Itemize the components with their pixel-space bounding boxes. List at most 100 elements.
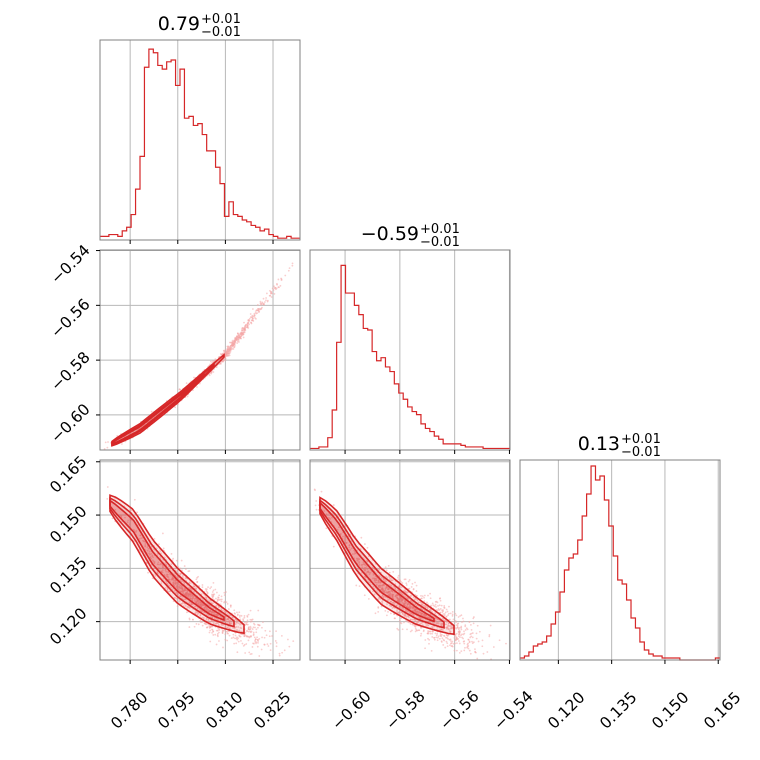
sample-point <box>187 605 190 608</box>
sample-point <box>446 635 449 637</box>
sample-point <box>375 579 378 582</box>
sample-point <box>237 640 240 643</box>
sample-point <box>393 602 396 604</box>
sample-point <box>390 605 393 608</box>
sample-point <box>433 638 436 641</box>
sample-point <box>206 592 209 595</box>
sample-point <box>441 628 444 631</box>
sample-point <box>381 584 384 587</box>
sample-point <box>167 590 170 593</box>
sample-point <box>254 316 256 319</box>
sample-point <box>385 586 388 589</box>
sample-point <box>178 586 181 589</box>
histogram-step-line <box>520 465 720 661</box>
sample-point <box>164 567 167 570</box>
sample-point <box>247 626 250 629</box>
sample-point <box>239 626 242 629</box>
sample-point <box>149 556 152 558</box>
sample-point <box>280 277 283 280</box>
sample-point <box>416 610 419 613</box>
sample-point <box>237 337 240 339</box>
sample-point <box>435 600 438 603</box>
sample-point <box>236 342 239 345</box>
sample-point <box>365 566 367 569</box>
sample-point <box>255 628 258 631</box>
sample-point <box>226 632 229 635</box>
sample-point <box>237 637 240 640</box>
sample-point <box>193 590 196 593</box>
sample-point <box>211 616 214 619</box>
sample-point <box>374 612 377 615</box>
sample-point <box>331 516 333 519</box>
sample-point <box>450 642 452 645</box>
sample-point <box>348 544 351 547</box>
sample-point <box>452 642 455 645</box>
sample-point <box>408 605 411 607</box>
sample-point <box>235 335 238 338</box>
sample-point <box>186 611 188 614</box>
sample-point <box>201 604 204 607</box>
sample-point <box>160 552 162 555</box>
sample-point <box>216 632 219 635</box>
sample-point <box>409 630 412 633</box>
sample-point <box>184 592 187 595</box>
sample-point <box>366 546 369 549</box>
sample-point <box>450 626 453 629</box>
sample-point <box>482 652 485 655</box>
sample-point <box>406 591 409 594</box>
sample-point <box>261 306 263 309</box>
sample-point <box>466 643 469 646</box>
sample-point <box>236 611 238 614</box>
sample-point <box>150 552 153 555</box>
sample-point <box>414 626 417 628</box>
sample-point <box>425 614 427 617</box>
sample-point <box>463 642 466 645</box>
sample-point <box>471 640 473 643</box>
sample-point <box>444 636 447 639</box>
sample-point <box>253 642 255 645</box>
sample-point <box>228 634 231 637</box>
sample-point <box>434 632 437 635</box>
sample-point <box>160 581 163 583</box>
sample-point <box>464 629 467 631</box>
sample-point <box>267 645 270 647</box>
sample-point <box>357 568 359 571</box>
sample-point <box>380 576 383 579</box>
sample-point <box>462 637 465 640</box>
sample-point <box>454 612 457 615</box>
sample-point <box>366 561 369 563</box>
sample-point <box>191 599 194 602</box>
sample-point <box>441 637 444 640</box>
sample-point <box>130 518 132 521</box>
sample-point <box>180 603 183 606</box>
sample-point <box>212 634 215 636</box>
sample-point <box>356 559 359 562</box>
sample-point <box>170 563 173 566</box>
sample-point <box>457 616 460 618</box>
sample-point <box>248 651 251 654</box>
sample-point <box>247 613 250 616</box>
sample-point <box>249 316 252 319</box>
sample-point <box>441 611 444 614</box>
sample-point <box>226 347 229 350</box>
sample-point <box>431 630 434 632</box>
sample-point <box>472 622 475 625</box>
sample-point <box>159 550 161 552</box>
sample-point <box>239 623 242 626</box>
panel-title-1: 0.79 <box>158 13 200 35</box>
sample-point <box>397 574 400 577</box>
sample-point <box>396 627 399 630</box>
sample-point <box>162 566 164 569</box>
sample-point <box>424 605 426 607</box>
sample-point <box>104 441 107 444</box>
sample-point <box>451 626 454 629</box>
sample-point <box>237 339 240 341</box>
sample-point <box>139 534 142 537</box>
sample-point <box>391 607 394 609</box>
contour-level <box>319 498 445 629</box>
sample-point <box>193 597 196 600</box>
sample-point <box>177 588 180 591</box>
sample-point <box>423 609 426 612</box>
sample-point <box>362 561 365 564</box>
sample-point <box>257 609 260 612</box>
